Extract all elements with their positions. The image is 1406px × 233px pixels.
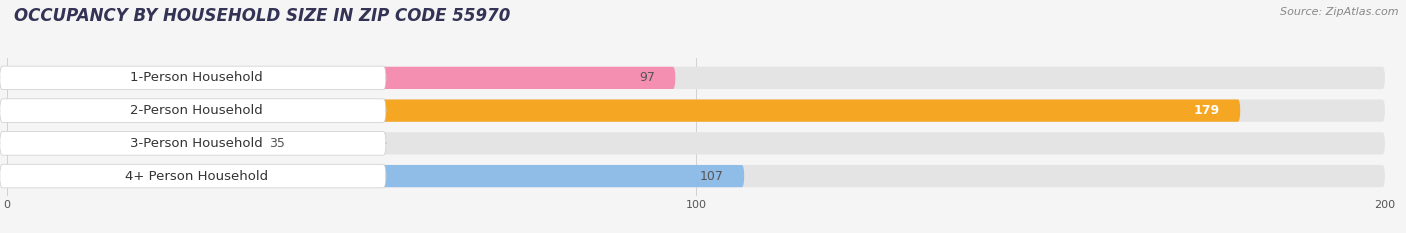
Text: 4+ Person Household: 4+ Person Household <box>125 170 269 183</box>
Text: Source: ZipAtlas.com: Source: ZipAtlas.com <box>1281 7 1399 17</box>
Text: 179: 179 <box>1194 104 1219 117</box>
FancyBboxPatch shape <box>7 67 1385 89</box>
Text: 3-Person Household: 3-Person Household <box>131 137 263 150</box>
FancyBboxPatch shape <box>7 132 249 154</box>
FancyBboxPatch shape <box>0 66 387 90</box>
Text: 97: 97 <box>638 71 655 84</box>
Text: 107: 107 <box>700 170 724 183</box>
Text: 2-Person Household: 2-Person Household <box>131 104 263 117</box>
FancyBboxPatch shape <box>7 165 1385 187</box>
FancyBboxPatch shape <box>0 164 387 188</box>
Text: 35: 35 <box>269 137 284 150</box>
Text: OCCUPANCY BY HOUSEHOLD SIZE IN ZIP CODE 55970: OCCUPANCY BY HOUSEHOLD SIZE IN ZIP CODE … <box>14 7 510 25</box>
Text: 1-Person Household: 1-Person Household <box>131 71 263 84</box>
FancyBboxPatch shape <box>7 132 1385 154</box>
FancyBboxPatch shape <box>7 165 744 187</box>
FancyBboxPatch shape <box>7 99 1385 122</box>
FancyBboxPatch shape <box>7 67 675 89</box>
FancyBboxPatch shape <box>0 99 387 122</box>
FancyBboxPatch shape <box>0 132 387 155</box>
FancyBboxPatch shape <box>7 99 1240 122</box>
